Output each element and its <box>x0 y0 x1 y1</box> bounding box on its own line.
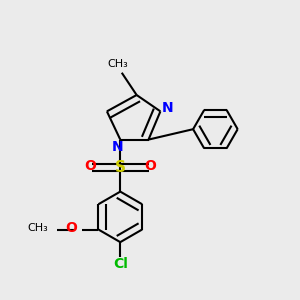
Text: O: O <box>85 159 97 173</box>
Text: N: N <box>162 101 174 116</box>
Text: CH₃: CH₃ <box>107 59 128 69</box>
Text: S: S <box>115 160 126 175</box>
Text: N: N <box>112 140 124 154</box>
Text: O: O <box>144 159 156 173</box>
Text: CH₃: CH₃ <box>28 223 49 233</box>
Text: O: O <box>66 221 78 235</box>
Text: Cl: Cl <box>113 257 128 272</box>
